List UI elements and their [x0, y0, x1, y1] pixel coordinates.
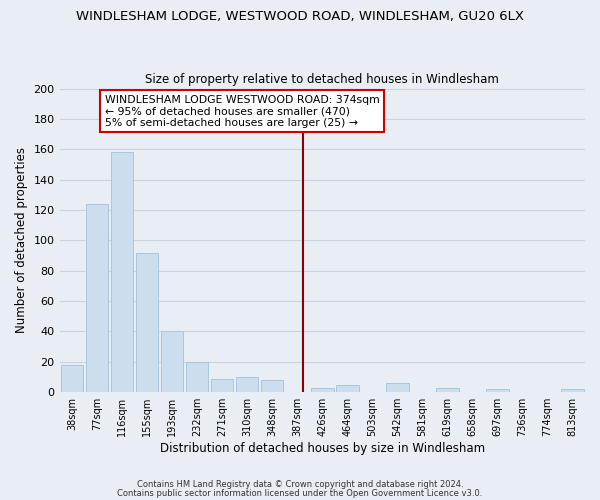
- Bar: [386, 383, 409, 392]
- Bar: [236, 377, 259, 392]
- Bar: [211, 378, 233, 392]
- Bar: [61, 365, 83, 392]
- Bar: [486, 389, 509, 392]
- Title: Size of property relative to detached houses in Windlesham: Size of property relative to detached ho…: [145, 73, 499, 86]
- Bar: [186, 362, 208, 392]
- Text: Contains HM Land Registry data © Crown copyright and database right 2024.: Contains HM Land Registry data © Crown c…: [137, 480, 463, 489]
- Text: Contains public sector information licensed under the Open Government Licence v3: Contains public sector information licen…: [118, 489, 482, 498]
- Bar: [436, 388, 458, 392]
- Bar: [311, 388, 334, 392]
- X-axis label: Distribution of detached houses by size in Windlesham: Distribution of detached houses by size …: [160, 442, 485, 455]
- Bar: [161, 332, 184, 392]
- Y-axis label: Number of detached properties: Number of detached properties: [15, 148, 28, 334]
- Bar: [561, 389, 584, 392]
- Bar: [86, 204, 109, 392]
- Bar: [336, 384, 359, 392]
- Bar: [136, 252, 158, 392]
- Text: WINDLESHAM LODGE, WESTWOOD ROAD, WINDLESHAM, GU20 6LX: WINDLESHAM LODGE, WESTWOOD ROAD, WINDLES…: [76, 10, 524, 23]
- Text: WINDLESHAM LODGE WESTWOOD ROAD: 374sqm
← 95% of detached houses are smaller (470: WINDLESHAM LODGE WESTWOOD ROAD: 374sqm ←…: [104, 94, 379, 128]
- Bar: [111, 152, 133, 392]
- Bar: [261, 380, 283, 392]
